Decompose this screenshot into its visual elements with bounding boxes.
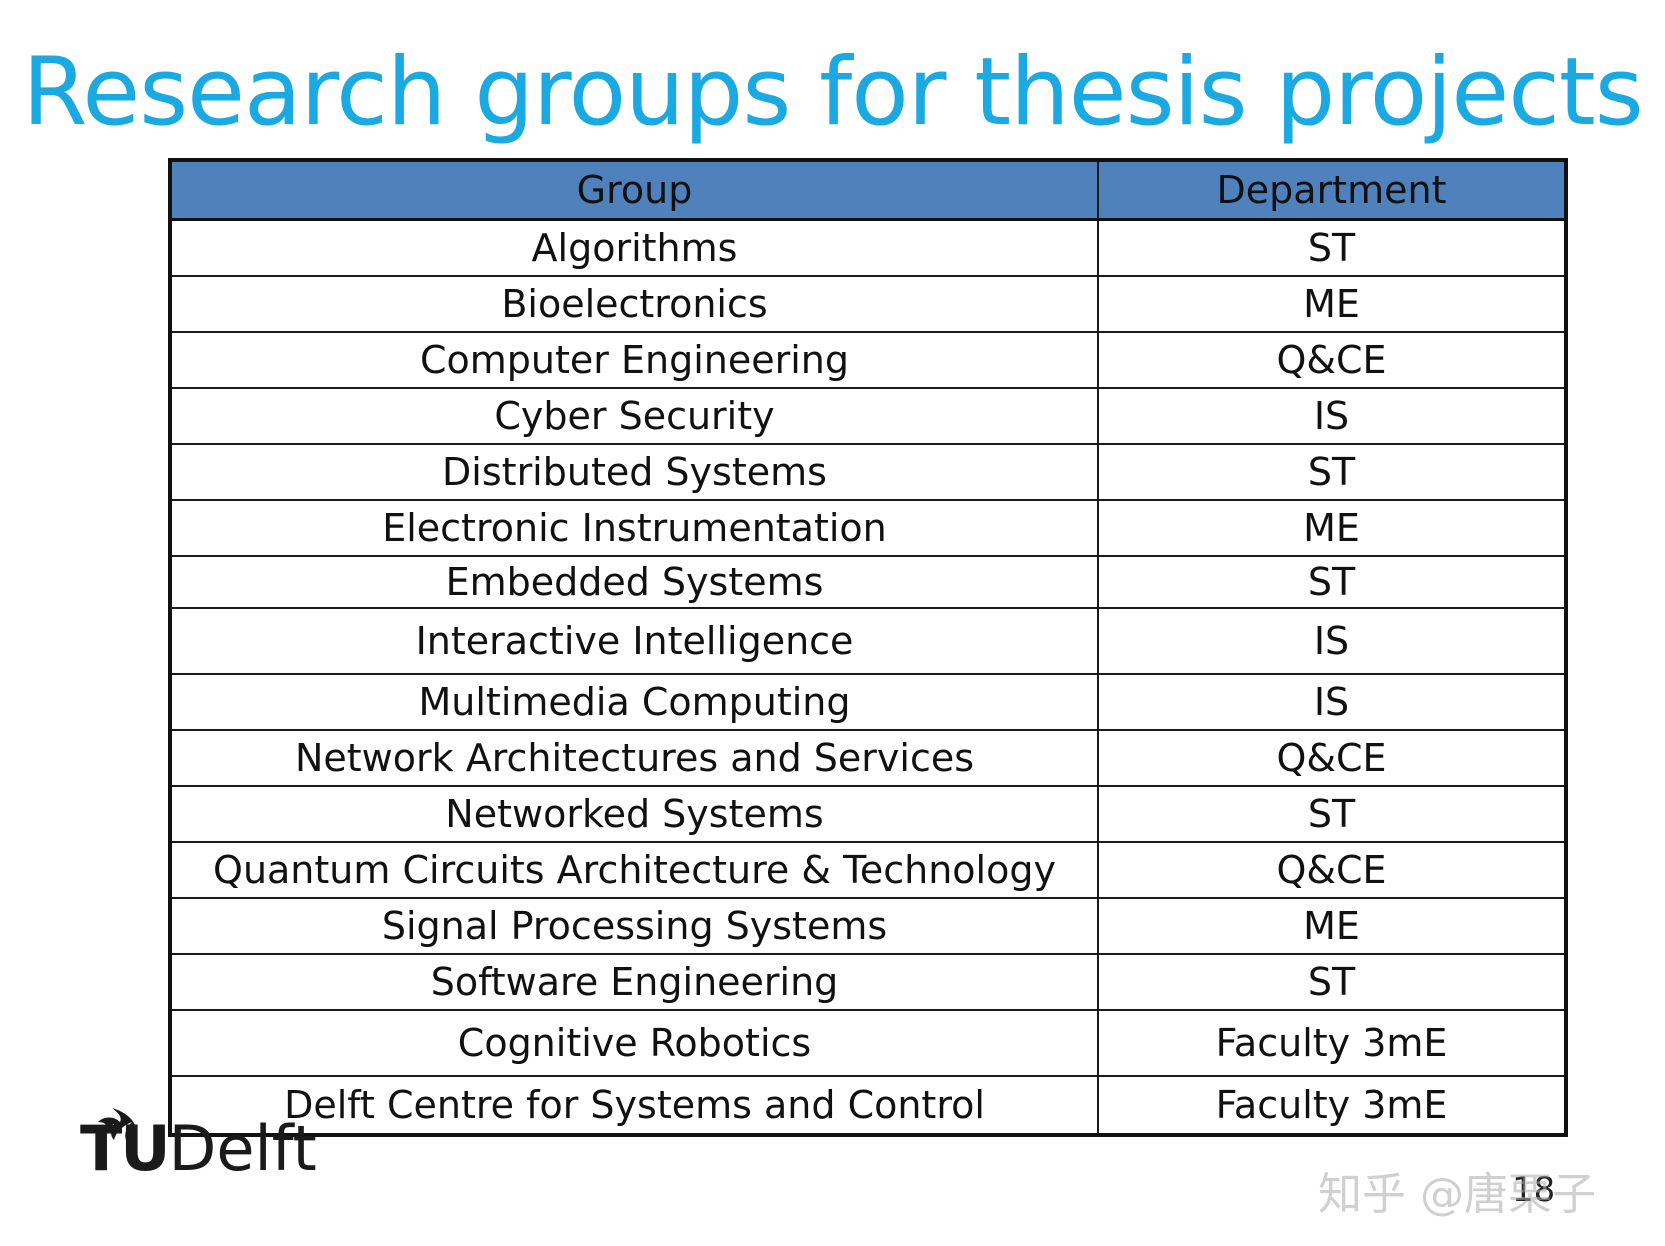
group-cell: Software Engineering bbox=[170, 954, 1098, 1010]
table-row: Algorithms ST bbox=[170, 220, 1566, 277]
table-row: Bioelectronics ME bbox=[170, 276, 1566, 332]
department-cell: ST bbox=[1098, 220, 1566, 277]
group-cell: Computer Engineering bbox=[170, 332, 1098, 388]
table-row: Delft Centre for Systems and Control Fac… bbox=[170, 1076, 1566, 1135]
table-row: Cognitive Robotics Faculty 3mE bbox=[170, 1010, 1566, 1076]
group-cell: Interactive Intelligence bbox=[170, 608, 1098, 674]
group-cell: Signal Processing Systems bbox=[170, 898, 1098, 954]
table-header-row: Group Department bbox=[170, 160, 1566, 220]
table-row: Software Engineering ST bbox=[170, 954, 1566, 1010]
group-cell: Multimedia Computing bbox=[170, 674, 1098, 730]
department-cell: Q&CE bbox=[1098, 842, 1566, 898]
table-row: Interactive Intelligence IS bbox=[170, 608, 1566, 674]
group-cell: Cyber Security bbox=[170, 388, 1098, 444]
department-cell: ST bbox=[1098, 954, 1566, 1010]
group-cell: Distributed Systems bbox=[170, 444, 1098, 500]
group-cell: Algorithms bbox=[170, 220, 1098, 277]
table-row: Embedded Systems ST bbox=[170, 556, 1566, 608]
department-cell: IS bbox=[1098, 674, 1566, 730]
department-cell: Q&CE bbox=[1098, 332, 1566, 388]
header-department: Department bbox=[1098, 160, 1566, 220]
department-cell: ME bbox=[1098, 898, 1566, 954]
table-row: Distributed Systems ST bbox=[170, 444, 1566, 500]
department-cell: ME bbox=[1098, 500, 1566, 556]
group-cell: Quantum Circuits Architecture & Technolo… bbox=[170, 842, 1098, 898]
table-row: Electronic Instrumentation ME bbox=[170, 500, 1566, 556]
header-group: Group bbox=[170, 160, 1098, 220]
department-cell: IS bbox=[1098, 608, 1566, 674]
flame-icon bbox=[92, 1106, 138, 1146]
table-row: Networked Systems ST bbox=[170, 786, 1566, 842]
group-cell: Bioelectronics bbox=[170, 276, 1098, 332]
logo-delft-text: Delft bbox=[169, 1118, 317, 1180]
table-row: Computer Engineering Q&CE bbox=[170, 332, 1566, 388]
research-groups-table: Group Department Algorithms ST Bioelectr… bbox=[168, 158, 1568, 1137]
watermark: 知乎 @唐栗子 bbox=[1318, 1158, 1596, 1222]
department-cell: Q&CE bbox=[1098, 730, 1566, 786]
tudelft-logo: TU Delft bbox=[80, 1118, 317, 1180]
group-cell: Electronic Instrumentation bbox=[170, 500, 1098, 556]
slide-title: Research groups for thesis projects bbox=[0, 38, 1665, 148]
department-cell: Faculty 3mE bbox=[1098, 1076, 1566, 1135]
department-cell: Faculty 3mE bbox=[1098, 1010, 1566, 1076]
group-cell: Network Architectures and Services bbox=[170, 730, 1098, 786]
department-cell: IS bbox=[1098, 388, 1566, 444]
department-cell: ST bbox=[1098, 444, 1566, 500]
group-cell: Cognitive Robotics bbox=[170, 1010, 1098, 1076]
table-row: Quantum Circuits Architecture & Technolo… bbox=[170, 842, 1566, 898]
table-row: Cyber Security IS bbox=[170, 388, 1566, 444]
department-cell: ST bbox=[1098, 786, 1566, 842]
department-cell: ST bbox=[1098, 556, 1566, 608]
group-cell: Networked Systems bbox=[170, 786, 1098, 842]
table-row: Signal Processing Systems ME bbox=[170, 898, 1566, 954]
table-row: Multimedia Computing IS bbox=[170, 674, 1566, 730]
group-cell: Embedded Systems bbox=[170, 556, 1098, 608]
table-row: Network Architectures and Services Q&CE bbox=[170, 730, 1566, 786]
department-cell: ME bbox=[1098, 276, 1566, 332]
